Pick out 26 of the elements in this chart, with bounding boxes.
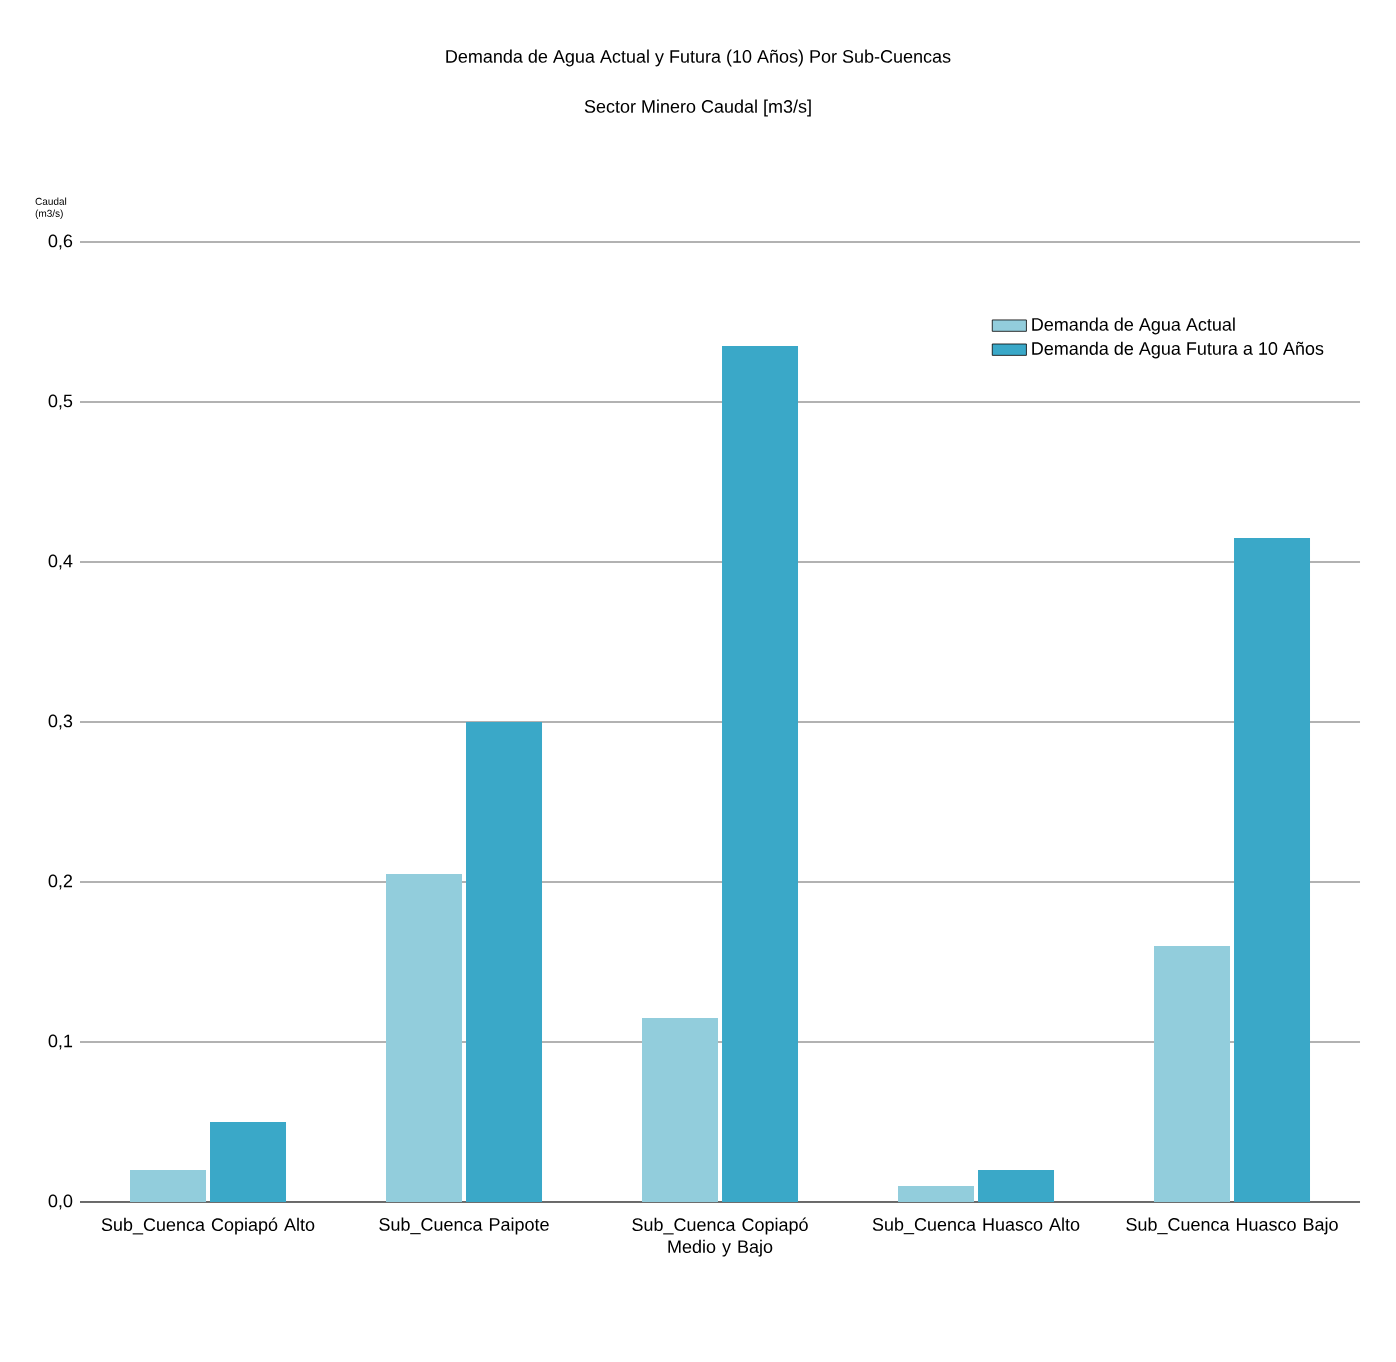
bar	[722, 346, 799, 1202]
y-tick-label: 0,4	[48, 554, 73, 570]
bar	[386, 874, 463, 1202]
x-tick-label: Sub_Cuenca Copiapó Alto	[101, 1217, 315, 1235]
bar	[642, 1018, 719, 1202]
y-tick-label: 0,6	[48, 234, 73, 250]
y-tick-label: 0,1	[48, 1034, 73, 1050]
chart-title: Demanda de Agua Actual y Futura (10 Años) Por Sub-Cuencas	[446, 49, 951, 67]
x-tick-label: Sub_Cuenca Paipote	[379, 1217, 549, 1235]
x-tick-label: Sub_Cuenca Huasco Alto	[872, 1217, 1080, 1235]
y-tick-label: 0,2	[48, 874, 73, 890]
legend-label: Demanda de Agua Actual	[1032, 317, 1235, 335]
chart-subtitle: Sector Minero Caudal [m3/s]	[584, 99, 811, 117]
bar	[1154, 946, 1231, 1202]
y-tick-label: 0,5	[48, 394, 73, 410]
y-tick-label: 0,3	[48, 714, 73, 730]
y-tick-label: 0,0	[48, 1194, 73, 1210]
bar	[978, 1170, 1055, 1202]
bar	[898, 1186, 975, 1202]
x-tick-label: Sub_Cuenca Copiapó Medio y Bajo	[632, 1217, 808, 1257]
bar	[130, 1170, 207, 1202]
bar	[210, 1122, 287, 1202]
x-tick-label: Sub_Cuenca Huasco Bajo	[1126, 1217, 1338, 1235]
bar	[1234, 538, 1311, 1202]
legend-label: Demanda de Agua Futura a 10 Años	[1032, 341, 1324, 359]
bar	[466, 722, 543, 1202]
